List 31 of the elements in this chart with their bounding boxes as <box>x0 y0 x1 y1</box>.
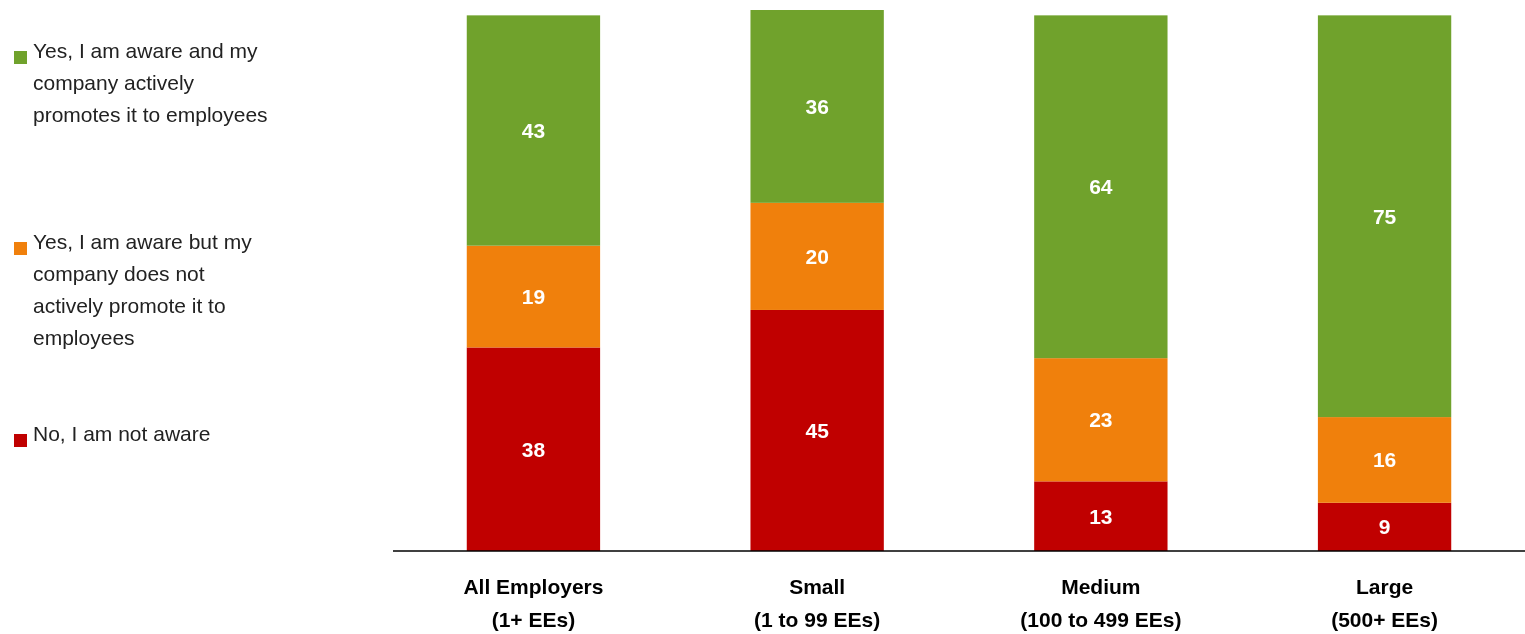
bar <box>1317 502 1452 551</box>
bar <box>1034 15 1168 359</box>
x-tick-label: All Employers (1+ EEs) <box>463 575 604 631</box>
data-label: 43 <box>521 118 546 142</box>
data-label: 64 <box>1089 175 1113 199</box>
bar <box>1034 358 1168 482</box>
data-label: 45 <box>805 418 830 442</box>
bar <box>750 309 884 551</box>
data-label: 9 <box>1378 515 1391 539</box>
data-label: 13 <box>1089 504 1113 528</box>
legend-label: Yes, I am aware and my company actively promotes it to employees <box>33 39 268 126</box>
data-label: 23 <box>1089 408 1113 432</box>
x-tick-label: Small (1 to 99 EEs) <box>754 575 881 631</box>
x-tick-label: Large (500+ EEs) <box>1331 575 1438 631</box>
bar <box>466 15 601 246</box>
bar <box>750 202 884 310</box>
bar <box>1317 417 1452 503</box>
legend-label: Yes, I am aware but my company does not actively promote it to employees <box>33 230 253 349</box>
bar <box>466 245 601 348</box>
data-label: 36 <box>805 94 829 118</box>
data-label: 19 <box>521 284 546 308</box>
x-tick-label: Medium (100 to 499 EEs) <box>1020 575 1182 631</box>
data-label: 20 <box>805 244 829 268</box>
bar <box>1034 481 1168 551</box>
data-label: 38 <box>521 437 546 461</box>
data-label: 16 <box>1372 448 1397 472</box>
data-label: 75 <box>1372 204 1397 228</box>
legend-label: No, I am not aware <box>33 422 211 445</box>
bar <box>1317 15 1452 418</box>
bar <box>466 347 601 551</box>
bar <box>750 10 884 203</box>
